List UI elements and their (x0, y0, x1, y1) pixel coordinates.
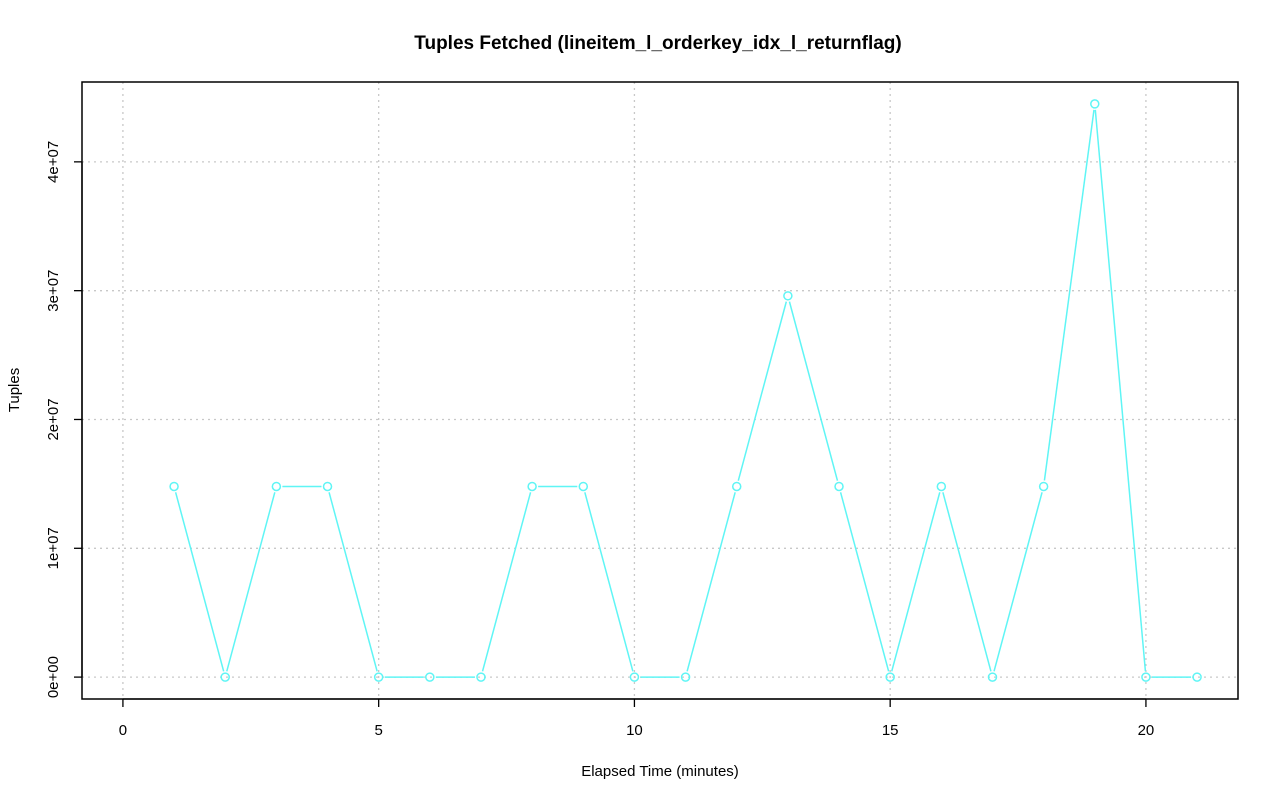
x-tick-label: 20 (1138, 722, 1155, 739)
data-point (578, 481, 589, 492)
data-point (322, 481, 333, 492)
y-tick-label: 2e+07 (45, 398, 62, 440)
data-point (476, 672, 486, 682)
data-series (169, 99, 1202, 682)
grid-lines (82, 82, 1238, 699)
data-point (834, 481, 844, 492)
series-line-segment (788, 301, 839, 481)
series-line-segment (1094, 109, 1147, 672)
data-point (220, 672, 230, 682)
x-tick-label: 15 (882, 722, 899, 739)
y-tick-label: 3e+07 (45, 270, 62, 312)
data-point (425, 672, 435, 682)
series-line-segment (1043, 109, 1095, 481)
data-point (527, 481, 537, 492)
y-tick-label: 1e+07 (45, 527, 62, 569)
data-point (1192, 672, 1202, 682)
data-point (1090, 99, 1100, 109)
data-point (169, 481, 179, 492)
series-line-segment (993, 492, 1043, 672)
data-point (1141, 672, 1151, 682)
x-tick-label: 10 (626, 722, 643, 739)
y-axis-label: Tuples (6, 368, 23, 412)
x-tick-label: 5 (375, 722, 383, 739)
series-line-segment (839, 492, 890, 672)
x-tick-label: 0 (119, 722, 127, 739)
data-point (271, 481, 282, 492)
data-point (373, 672, 384, 682)
series-line-segment (174, 492, 225, 672)
data-point (885, 672, 895, 682)
series-line-segment (328, 492, 378, 672)
series-line-segment (891, 492, 941, 672)
data-point (987, 672, 998, 682)
series-line-segment (584, 492, 634, 672)
y-tick-label: 4e+07 (45, 141, 62, 183)
series-line-segment (481, 492, 532, 672)
data-point (1038, 481, 1049, 492)
series-line-segment (686, 492, 736, 672)
series-line-segment (942, 492, 992, 672)
y-axis: 0e+00 1e+07 2e+07 3e+07 4e+07 (45, 141, 83, 698)
data-point (783, 291, 793, 301)
y-tick-label: 0e+00 (45, 656, 62, 698)
chart-title: Tuples Fetched (lineitem_l_orderkey_idx_… (414, 33, 901, 54)
x-axis: 0 5 10 15 20 (119, 698, 1155, 739)
x-axis-label: Elapsed Time (minutes) (581, 763, 739, 780)
data-point (680, 672, 691, 682)
series-line-segment (737, 301, 788, 481)
data-point (936, 481, 947, 492)
data-point (731, 481, 742, 492)
data-point (629, 672, 640, 682)
series-line-segment (226, 492, 276, 672)
plot-frame (81, 81, 1239, 700)
